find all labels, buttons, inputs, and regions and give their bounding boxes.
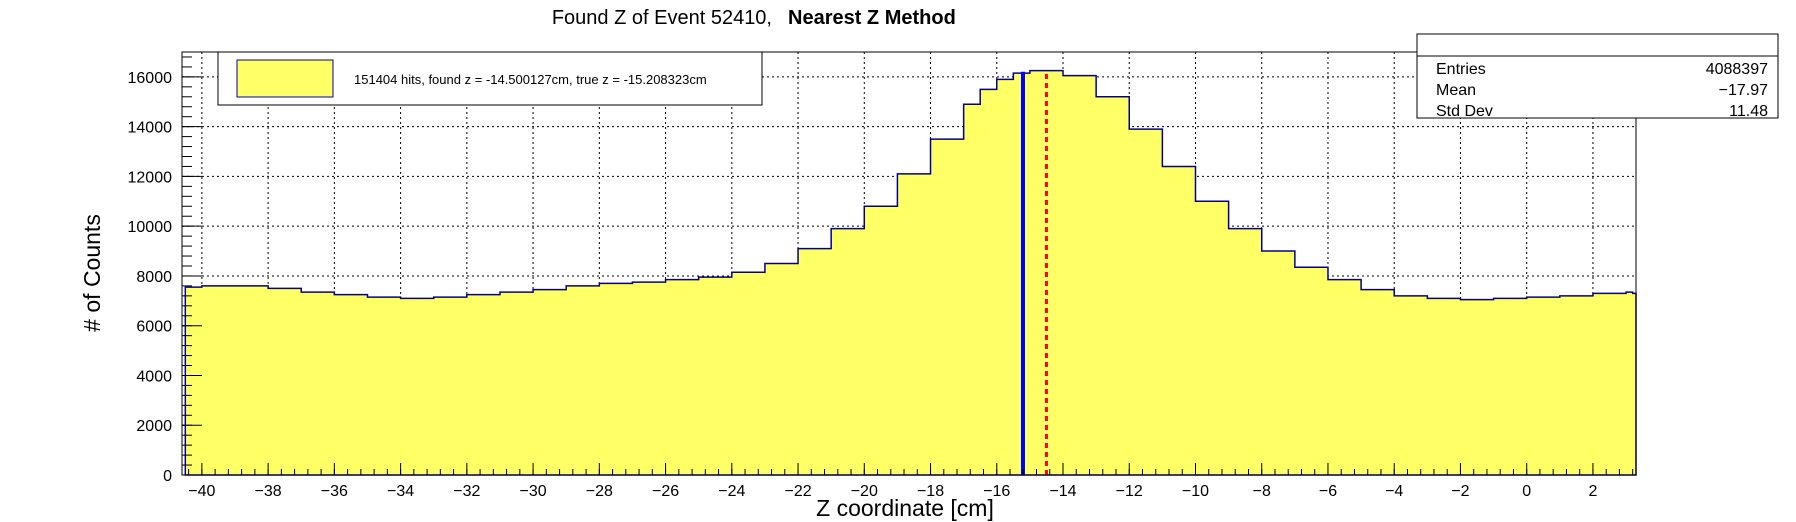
stats-row-value: 11.48: [1729, 103, 1768, 120]
stats-row-label: Entries: [1436, 61, 1486, 78]
y-tick-label: 4000: [136, 368, 172, 385]
y-tick-label: 10000: [128, 219, 173, 236]
x-tick-label: −16: [983, 483, 1010, 500]
legend: 151404 hits, found z = -14.500127cm, tru…: [217, 51, 763, 106]
y-tick-label: 12000: [128, 169, 173, 186]
x-tick-label: −6: [1319, 483, 1337, 500]
y-axis: 0 2000 4000 6000 8000 10000 12000 14000 16000: [128, 56, 202, 485]
stats-row-value: −17.97: [1719, 82, 1768, 99]
x-tick-label: −36: [321, 483, 348, 500]
x-tick-label: −30: [520, 483, 547, 500]
x-tick-label: −10: [1182, 483, 1209, 500]
legend-entry-label: 151404 hits, found z = -14.500127cm, tru…: [354, 72, 707, 87]
x-tick-label: −40: [188, 483, 215, 500]
y-tick-label: 16000: [128, 70, 173, 87]
x-tick-label: −32: [453, 483, 480, 500]
stats-box: Entries 4088397 Mean −17.97 Std Dev 11.48: [1416, 33, 1779, 120]
x-tick-label: −22: [784, 483, 811, 500]
x-tick-label: −2: [1451, 483, 1469, 500]
x-tick-label: −18: [917, 483, 944, 500]
x-axis-label: Z coordinate [cm]: [816, 495, 994, 521]
stats-row-value: 4088397: [1706, 61, 1768, 78]
y-tick-label: 6000: [136, 319, 172, 336]
x-tick-label: −4: [1385, 483, 1403, 500]
stats-box-frame: [1416, 33, 1779, 119]
x-tick-label: 0: [1522, 483, 1531, 500]
x-tick-label: −28: [586, 483, 613, 500]
x-axis: −40 −38 −36 −34 −32 −30 −28 −26 −24 −22 −20 −18 −16−…: [188, 463, 1634, 500]
y-tick-label: 2000: [136, 418, 172, 435]
x-tick-label: −8: [1253, 483, 1271, 500]
x-tick-label: −26: [652, 483, 679, 500]
chart-title: Found Z of Event 52410, Nearest Z Method: [552, 7, 956, 29]
x-tick-label: −34: [387, 483, 414, 500]
y-tick-label: 8000: [136, 269, 172, 286]
x-tick-label: 2: [1588, 483, 1597, 500]
x-tick-label: −12: [1116, 483, 1143, 500]
histogram-area: [184, 69, 1637, 476]
y-tick-label: 14000: [128, 120, 173, 137]
chart-title-prefix: Found Z of Event 52410,: [552, 7, 772, 29]
stats-row-label: Std Dev: [1436, 103, 1493, 120]
x-tick-label: −24: [718, 483, 745, 500]
x-tick-label: −14: [1049, 483, 1076, 500]
y-axis-label: # of Counts: [79, 214, 105, 332]
x-tick-label: −38: [255, 483, 282, 500]
stats-rows: Entries 4088397 Mean −17.97 Std Dev 11.48: [1436, 61, 1768, 120]
stats-row-label: Mean: [1436, 82, 1476, 99]
chart-title-method: Nearest Z Method: [788, 7, 956, 29]
y-tick-label: 0: [163, 468, 172, 485]
plot-border: [181, 51, 1637, 476]
x-tick-label: −20: [851, 483, 878, 500]
legend-swatch: [236, 59, 334, 98]
